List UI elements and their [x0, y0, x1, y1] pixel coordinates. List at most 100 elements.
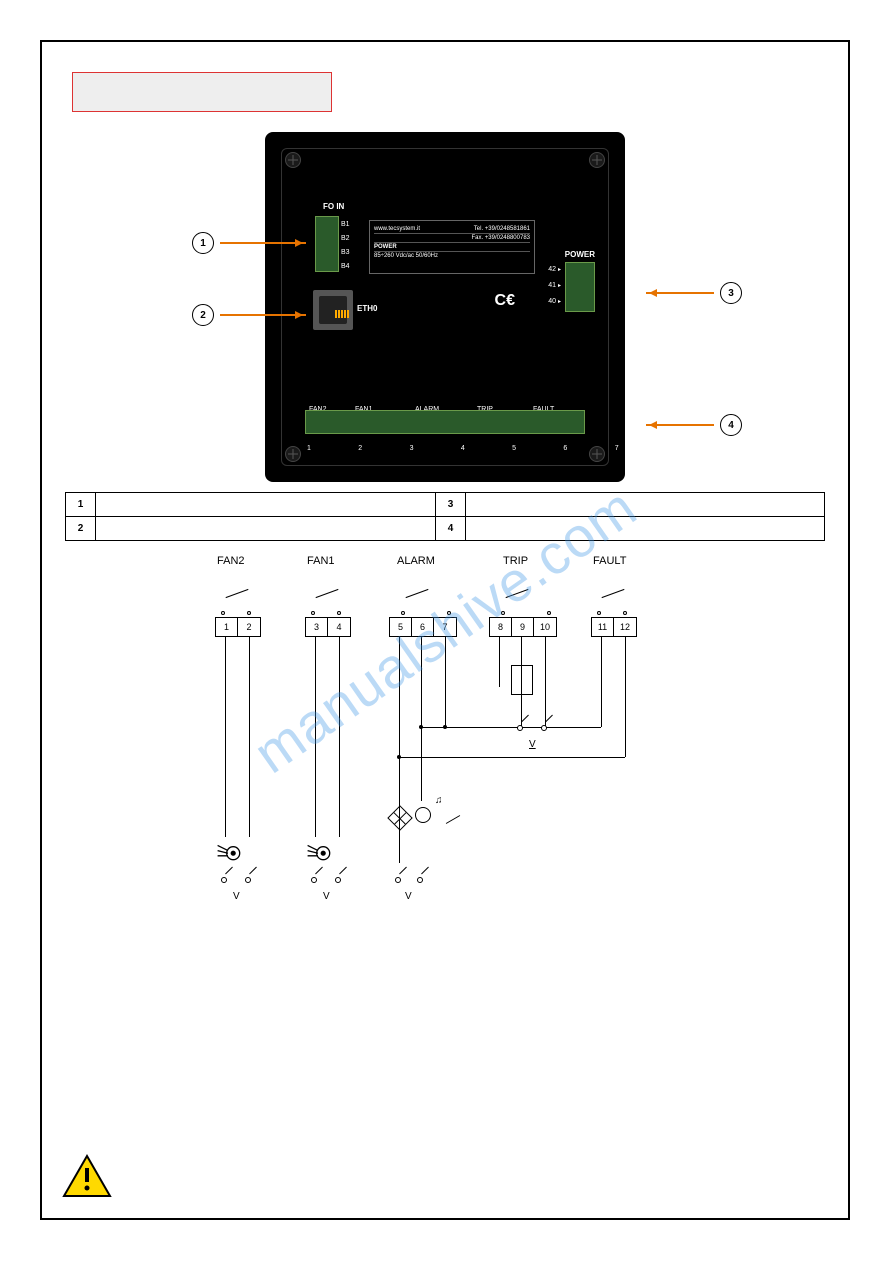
fan-icon — [305, 835, 331, 861]
term-num: 5 — [390, 618, 412, 636]
power-spec: 85÷260 Vdc/ac 50/60Hz — [374, 253, 438, 259]
pin-label: B3 — [341, 246, 350, 260]
eth-socket — [319, 296, 347, 324]
callout-arrow-icon — [220, 242, 306, 244]
callout-1: 1 — [192, 232, 306, 254]
callout-3: 3 — [646, 282, 742, 304]
pin-label: B2 — [341, 232, 350, 246]
term-num: 4 — [328, 618, 350, 636]
screw-icon — [589, 152, 605, 168]
contact-no-icon — [597, 585, 627, 615]
cell-desc — [466, 493, 825, 517]
device-panel: FO IN B1 B2 B3 B4 ETH0 www.tecsystem.it T… — [265, 132, 625, 482]
cell-num: 2 — [66, 517, 96, 541]
probe-icon — [221, 877, 227, 883]
ethernet-port — [313, 290, 353, 330]
fo-connector — [315, 216, 339, 272]
power-pin-labels: 42 41 40 — [548, 262, 561, 310]
v-label: V — [323, 891, 330, 902]
pin-label: B4 — [341, 260, 350, 274]
wiring-col-label: FAN2 — [217, 555, 245, 567]
pin-label: 41 — [548, 278, 561, 294]
pin-label: 42 — [548, 262, 561, 278]
probe-icon — [417, 877, 423, 883]
term-num: 9 — [512, 618, 534, 636]
terminal-box: 3 4 — [305, 617, 351, 637]
term-num: 12 — [614, 618, 636, 636]
screw-icon — [285, 446, 301, 462]
fan-icon — [215, 835, 241, 861]
table-row: 1 3 — [66, 493, 825, 517]
v-label: V — [233, 891, 240, 902]
wiring-diagram: FAN2 FAN1 ALARM TRIP FAULT 1 2 3 4 5 6 7… — [205, 555, 685, 915]
probe-icon — [517, 725, 523, 731]
legend-table: 1 3 2 4 — [65, 492, 825, 541]
cell-num: 4 — [436, 517, 466, 541]
screw-icon — [285, 152, 301, 168]
terminal-box: 1 2 — [215, 617, 261, 637]
buzzer-icon — [415, 807, 431, 823]
callout-bubble: 3 — [720, 282, 742, 304]
section-header-box — [72, 72, 332, 112]
probe-icon — [245, 877, 251, 883]
arrow-icon — [446, 815, 460, 824]
table-row: 2 4 — [66, 517, 825, 541]
contact-co-icon — [401, 585, 451, 615]
wiring-col-label: TRIP — [503, 555, 528, 567]
fo-pin-labels: B1 B2 B3 B4 — [341, 218, 350, 274]
cell-num: 3 — [436, 493, 466, 517]
contact-no-icon — [311, 585, 341, 615]
callout-2: 2 — [192, 304, 306, 326]
cell-desc — [466, 517, 825, 541]
term-num: 1 — [216, 618, 238, 636]
v-label: V — [529, 739, 536, 750]
cell-desc — [96, 517, 436, 541]
relay-terminal-strip — [305, 410, 585, 434]
callout-bubble: 2 — [192, 304, 214, 326]
fo-in-label: FO IN — [323, 202, 344, 211]
lamp-icon — [387, 805, 412, 830]
term-num: 3 — [306, 618, 328, 636]
callout-4: 4 — [646, 414, 742, 436]
term-num: 7 — [434, 618, 456, 636]
relay-terminal-numbers: 1 2 3 4 5 6 7 8 9 10 11 12 — [307, 445, 893, 452]
power-word: POWER — [374, 244, 397, 250]
contact-no-icon — [221, 585, 251, 615]
probe-icon — [335, 877, 341, 883]
pin-label: 40 — [548, 294, 561, 310]
probe-icon — [541, 725, 547, 731]
rating-plate: www.tecsystem.it Tel. +39/0248581861 Fax.… — [369, 220, 535, 274]
wiring-col-label: FAULT — [593, 555, 626, 567]
ce-mark-icon: C€ — [495, 292, 515, 310]
cell-num: 1 — [66, 493, 96, 517]
url-text: www.tecsystem.it — [374, 226, 420, 232]
wiring-col-label: ALARM — [397, 555, 435, 567]
pin-label: B1 — [341, 218, 350, 232]
callout-arrow-icon — [646, 292, 714, 294]
probe-icon — [311, 877, 317, 883]
callout-arrow-icon — [220, 314, 306, 316]
terminal-box: 5 6 7 — [389, 617, 457, 637]
probe-icon — [395, 877, 401, 883]
term-num: 10 — [534, 618, 556, 636]
warning-icon — [62, 1154, 112, 1198]
eth-label: ETH0 — [357, 304, 377, 313]
device-panel-wrap: FO IN B1 B2 B3 B4 ETH0 www.tecsystem.it T… — [62, 132, 828, 482]
fax-text: Fax. +39/0248800783 — [471, 235, 530, 241]
callout-bubble: 4 — [720, 414, 742, 436]
terminal-box: 8 9 10 — [489, 617, 557, 637]
page-frame: FO IN B1 B2 B3 B4 ETH0 www.tecsystem.it T… — [40, 40, 850, 1220]
term-num: 8 — [490, 618, 512, 636]
tel-text: Tel. +39/0248581861 — [474, 226, 530, 232]
term-num: 6 — [412, 618, 434, 636]
power-connector — [565, 262, 595, 312]
cell-desc — [96, 493, 436, 517]
trip-coil-icon — [511, 665, 533, 695]
callout-bubble: 1 — [192, 232, 214, 254]
power-connector-label: POWER — [565, 250, 595, 259]
term-num: 11 — [592, 618, 614, 636]
callout-arrow-icon — [646, 424, 714, 426]
terminal-box: 11 12 — [591, 617, 637, 637]
wiring-col-label: FAN1 — [307, 555, 335, 567]
term-num: 2 — [238, 618, 260, 636]
